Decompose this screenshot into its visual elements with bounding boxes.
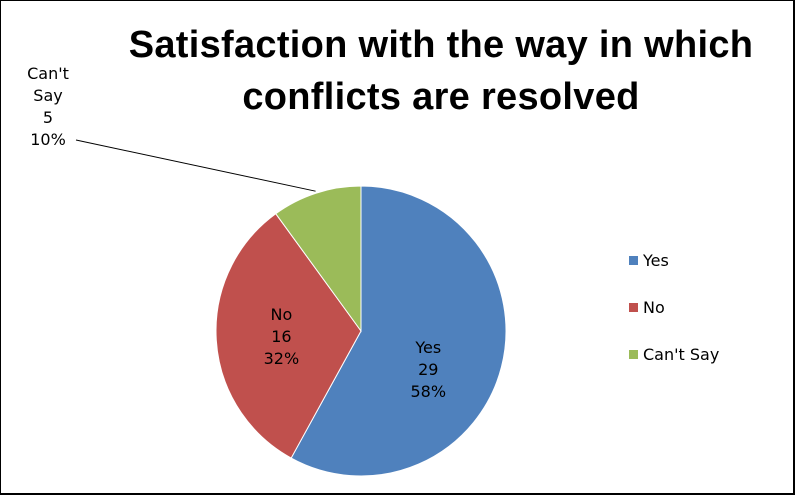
pie-slices — [215, 185, 507, 477]
data-label-can-t-say-line-3: 5 — [43, 108, 53, 127]
data-label-can-t-say-line-1: Can't — [27, 64, 69, 83]
legend-label-yes: Yes — [642, 251, 669, 270]
data-labels: Yes 29 58% No 16 32% Can't Say 5 10% — [27, 64, 446, 401]
data-label-can-t-say-line-2: Say — [33, 86, 62, 105]
legend-swatch-yes — [629, 256, 638, 265]
pie-slice-can-t-say — [275, 185, 362, 333]
chart-title: Satisfaction with the way in which confl… — [128, 24, 754, 118]
legend-label-can-t-say: Can't Say — [643, 345, 719, 364]
data-label-yes-line-2: 29 — [418, 360, 438, 379]
pie-slice-yes — [290, 185, 507, 477]
legend-swatch-no — [629, 303, 638, 312]
legend-label-no: No — [643, 298, 665, 317]
data-label-can-t-say-line-4: 10% — [30, 130, 66, 149]
legend-swatch-can-t-say — [629, 350, 638, 359]
data-label-yes-line-1: Yes — [414, 338, 441, 357]
data-label-no-line-1: No — [271, 305, 293, 324]
data-label-no-line-2: 16 — [271, 327, 291, 346]
data-label-yes-line-3: 58% — [410, 382, 446, 401]
legend: Yes No Can't Say — [629, 251, 719, 364]
leader-lines — [75, 139, 316, 192]
pie-slice-no — [215, 212, 362, 459]
data-label-no-line-3: 32% — [264, 349, 300, 368]
leader-line-can-t-say — [75, 139, 316, 192]
